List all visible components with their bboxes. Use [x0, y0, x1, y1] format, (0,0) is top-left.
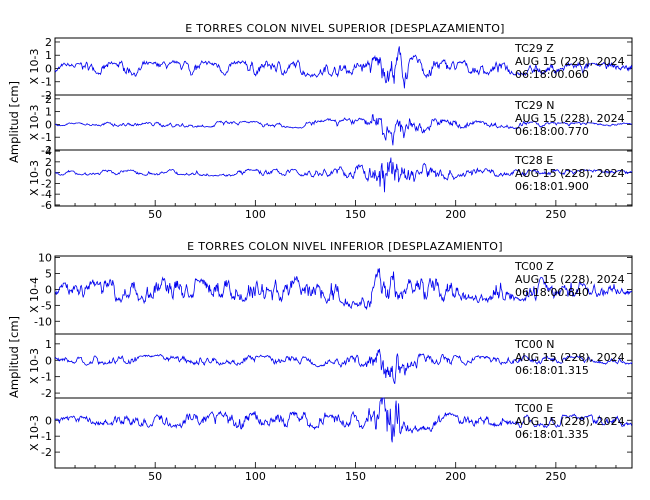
- station-label: TC29 N: [514, 99, 554, 112]
- x-tick-label: 100: [245, 208, 266, 221]
- x-tick-label: 250: [545, 208, 566, 221]
- x-tick-label: 200: [445, 470, 466, 483]
- scale-label: X 10-3: [28, 105, 41, 141]
- panel-nivel-inferior: E TORRES COLON NIVEL INFERIOR [DESPLAZAM…: [7, 240, 633, 483]
- waveform-line: [54, 46, 633, 89]
- station-label: TC00 Z: [514, 260, 554, 273]
- date-label: AUG 15 (228), 2024: [515, 273, 625, 286]
- y-tick-label: 0: [45, 354, 52, 367]
- y-tick-label: 0: [45, 414, 52, 427]
- y-tick-label: -1: [41, 131, 52, 144]
- y-tick-label: 1: [45, 106, 52, 119]
- y-tick-label: -1: [41, 76, 52, 89]
- station-label: TC00 N: [514, 338, 554, 351]
- panel-nivel-superior: E TORRES COLON NIVEL SUPERIOR [DESPLAZAM…: [7, 22, 633, 221]
- y-tick-label: -2: [41, 144, 52, 157]
- y-tick-label: 0: [45, 283, 52, 296]
- chart-title-superior: E TORRES COLON NIVEL SUPERIOR [DESPLAZAM…: [185, 22, 505, 35]
- x-axis: 50 100 150 200 250: [74, 462, 617, 483]
- x-tick-label: 100: [245, 470, 266, 483]
- date-label: AUG 15 (228), 2024: [515, 55, 625, 68]
- y-tick-label: 0: [45, 62, 52, 75]
- y-tick-label: 0: [45, 118, 52, 131]
- waveform-line: [54, 348, 633, 385]
- y-tick-label: 2: [45, 93, 52, 106]
- y-tick-label: 0: [45, 167, 52, 180]
- station-label: TC00 E: [514, 402, 553, 415]
- time-label: 06:18:01.900: [515, 180, 589, 193]
- chart-title-inferior: E TORRES COLON NIVEL INFERIOR [DESPLAZAM…: [187, 240, 503, 253]
- time-label: 06:18:00.060: [515, 68, 589, 81]
- waveform-line: [54, 397, 633, 443]
- station-label: TC28 E: [514, 154, 553, 167]
- panel-frame: [54, 397, 633, 469]
- y-tick-label: -2: [41, 177, 52, 190]
- y-tick-label: -5: [41, 299, 52, 312]
- scale-label: X 10-3: [28, 415, 41, 451]
- y-tick-label: -10: [34, 315, 52, 328]
- time-label: 06:18:00.840: [515, 286, 589, 299]
- waveform-line: [54, 268, 633, 311]
- y-tick-label: 5: [45, 268, 52, 281]
- y-tick-label: -1: [41, 430, 52, 443]
- station-label: TC29 Z: [514, 42, 554, 55]
- scale-label: X 10-4: [28, 277, 41, 313]
- time-label: 06:18:01.315: [515, 364, 589, 377]
- y-tick-label: -2: [41, 446, 52, 459]
- x-tick-label: 50: [148, 208, 162, 221]
- time-label: 06:18:01.335: [515, 428, 589, 441]
- x-tick-label: 50: [148, 470, 162, 483]
- scale-label: X 10-3: [28, 348, 41, 384]
- y-tick-label: -2: [41, 89, 52, 102]
- x-axis: 50 100 150 200 250: [74, 200, 617, 221]
- ylabel-superior: Amplitud [cm]: [7, 81, 21, 163]
- waveform-line: [55, 114, 633, 146]
- date-label: AUG 15 (228), 2024: [515, 167, 625, 180]
- y-tick-label: -4: [41, 188, 52, 201]
- date-label: AUG 15 (228), 2024: [515, 112, 625, 125]
- y-tick-label: -6: [41, 199, 52, 212]
- y-tick-label: 10: [38, 252, 52, 265]
- scale-label: X 10-3: [28, 49, 41, 85]
- y-tick-label: -1: [41, 371, 52, 384]
- ylabel-inferior: Amplitud [cm]: [7, 316, 21, 398]
- y-tick-label: -2: [41, 387, 52, 400]
- x-tick-label: 150: [345, 470, 366, 483]
- waveform-line: [54, 157, 633, 193]
- y-tick-label: 2: [45, 156, 52, 169]
- x-tick-label: 150: [345, 208, 366, 221]
- time-label: 06:18:00.770: [515, 125, 589, 138]
- date-label: AUG 15 (228), 2024: [515, 415, 625, 428]
- y-tick-label: 1: [45, 49, 52, 62]
- panel-frame: [54, 149, 633, 207]
- y-tick-label: 4: [45, 145, 52, 158]
- y-tick-label: 1: [45, 338, 52, 351]
- x-tick-label: 200: [445, 208, 466, 221]
- scale-label: X 10-3: [28, 160, 41, 196]
- x-tick-label: 250: [545, 470, 566, 483]
- y-tick-label: 2: [45, 36, 52, 49]
- date-label: AUG 15 (228), 2024: [515, 351, 625, 364]
